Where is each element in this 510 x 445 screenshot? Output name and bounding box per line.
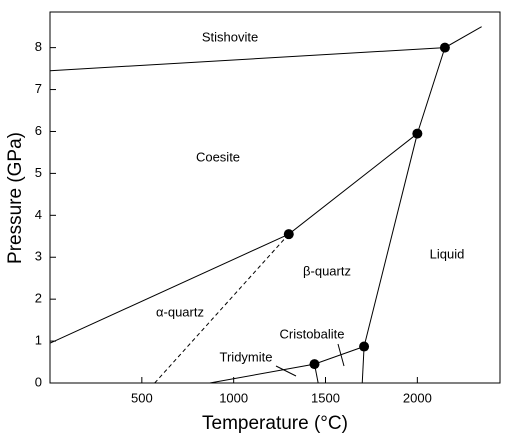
region-label: α-quartz — [156, 304, 204, 319]
x-axis-title: Temperature (°C) — [202, 413, 348, 434]
triple-point — [412, 128, 423, 139]
phase-boundary — [154, 233, 290, 384]
region-label: Cristobalite — [279, 326, 344, 341]
x-tick-label: 500 — [131, 390, 153, 405]
triple-point — [359, 341, 370, 352]
phase-boundary — [49, 133, 418, 344]
region-label: Coesite — [196, 149, 240, 164]
x-tick-label: 1000 — [219, 390, 248, 405]
triple-point — [309, 359, 320, 370]
x-tick-label: 2000 — [403, 390, 432, 405]
triple-point — [283, 229, 294, 240]
y-tick-label: 8 — [35, 39, 42, 54]
label-leader — [337, 343, 345, 367]
y-tick-label: 2 — [35, 291, 42, 306]
y-tick-label: 1 — [35, 333, 42, 348]
y-tick-label: 6 — [35, 123, 42, 138]
triple-point — [439, 42, 450, 53]
y-tick-label: 5 — [35, 165, 42, 180]
phase-boundary — [49, 47, 445, 72]
region-label: β-quartz — [303, 263, 351, 278]
y-axis-title: Pressure (GPa) — [5, 132, 26, 264]
phase-boundary — [363, 26, 482, 347]
region-label: Stishovite — [202, 29, 258, 44]
label-leader — [275, 365, 297, 377]
y-tick-label: 7 — [35, 81, 42, 96]
y-tick-label: 4 — [35, 207, 42, 222]
y-tick-label: 3 — [35, 249, 42, 264]
plot-frame — [49, 11, 501, 384]
region-label: Liquid — [430, 246, 465, 261]
x-tick-label: 1500 — [311, 390, 340, 405]
region-label: Tridymite — [220, 349, 273, 364]
y-tick-label: 0 — [35, 374, 42, 389]
phase-boundary — [361, 346, 365, 384]
